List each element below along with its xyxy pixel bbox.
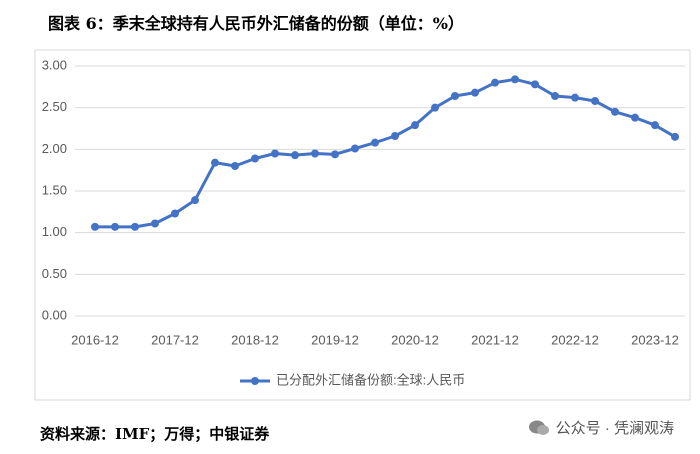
data-point: [171, 209, 179, 218]
data-point: [671, 132, 679, 141]
data-point: [271, 149, 279, 158]
x-tick-label: 2023-12: [631, 332, 679, 347]
x-tick-label: 2017-12: [151, 332, 199, 347]
data-point: [251, 154, 259, 163]
data-point: [191, 196, 199, 205]
x-tick-label: 2016-12: [71, 332, 119, 347]
data-point: [611, 107, 619, 116]
data-point: [651, 121, 659, 130]
chart-frame: [34, 49, 691, 401]
y-tick-label: 0.50: [42, 266, 67, 281]
data-point: [491, 78, 499, 87]
legend-marker: [251, 377, 259, 385]
data-point: [111, 222, 119, 231]
data-point: [151, 219, 159, 228]
y-tick-label: 1.00: [42, 224, 67, 239]
data-point: [631, 113, 639, 122]
data-point: [91, 222, 99, 231]
data-point: [371, 138, 379, 147]
watermark: 公众号 · 凭澜观涛: [528, 417, 674, 438]
x-tick-label: 2018-12: [231, 332, 279, 347]
data-point: [531, 80, 539, 89]
data-point: [351, 144, 359, 153]
data-point: [451, 92, 459, 100]
y-tick-label: 3.00: [42, 57, 67, 72]
data-point: [591, 97, 599, 105]
data-point: [411, 121, 419, 130]
x-tick-label: 2019-12: [311, 332, 359, 347]
data-point: [511, 75, 519, 84]
figure-title: 图表 6：季末全球持有人民币外汇储备的份额（单位：%）: [48, 14, 464, 33]
y-tick-label: 1.50: [42, 182, 67, 197]
wechat-icon: [528, 420, 549, 435]
data-point: [131, 222, 139, 231]
data-point: [331, 150, 339, 159]
x-tick-label: 2020-12: [391, 332, 439, 347]
data-point: [551, 92, 559, 100]
series-line: [95, 77, 676, 229]
data-point: [471, 88, 479, 97]
y-tick-label: 2.00: [42, 141, 67, 156]
y-tick-label: 2.50: [42, 99, 67, 114]
source-note: 资料来源：IMF；万得；中银证券: [40, 425, 270, 443]
data-point: [571, 93, 579, 102]
watermark-text: 公众号 · 凭澜观涛: [555, 420, 674, 437]
data-point: [211, 158, 219, 167]
legend-label: 已分配外汇储备份额:全球:人民币: [276, 372, 465, 387]
y-tick-label: 0.00: [42, 307, 67, 322]
x-tick-label: 2022-12: [551, 332, 599, 347]
data-point: [391, 132, 399, 140]
data-point: [431, 103, 439, 112]
x-tick-label: 2021-12: [471, 332, 519, 347]
data-point: [231, 162, 239, 170]
data-point: [311, 149, 319, 158]
data-point: [291, 151, 299, 160]
